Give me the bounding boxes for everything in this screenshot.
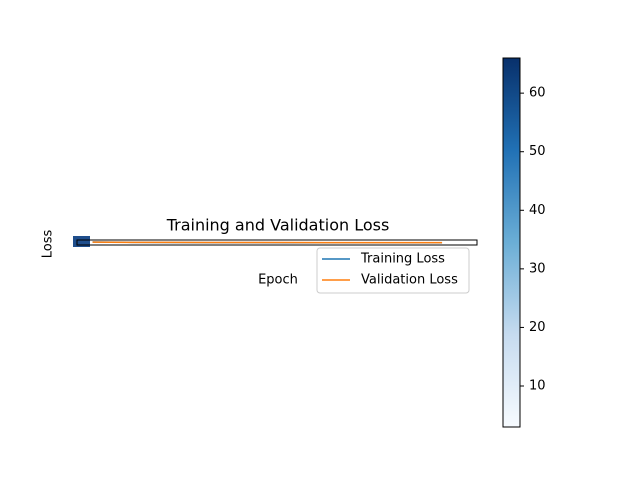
colorbar-tick-label: 50	[529, 144, 546, 159]
x-axis-label: Epoch	[258, 273, 298, 288]
legend-label: Validation Loss	[361, 273, 458, 288]
colorbar-tick-label: 60	[529, 86, 546, 101]
colorbar-tick-label: 20	[529, 320, 546, 335]
colorbar	[503, 58, 520, 427]
chart-title: Training and Validation Loss	[166, 216, 390, 235]
legend-label: Training Loss	[360, 252, 445, 267]
colorbar-tick-label: 30	[529, 261, 546, 276]
colorbar-tick-label: 40	[529, 203, 546, 218]
y-axis-label: Loss	[41, 230, 56, 259]
colorbar-tick-label: 10	[529, 379, 546, 394]
